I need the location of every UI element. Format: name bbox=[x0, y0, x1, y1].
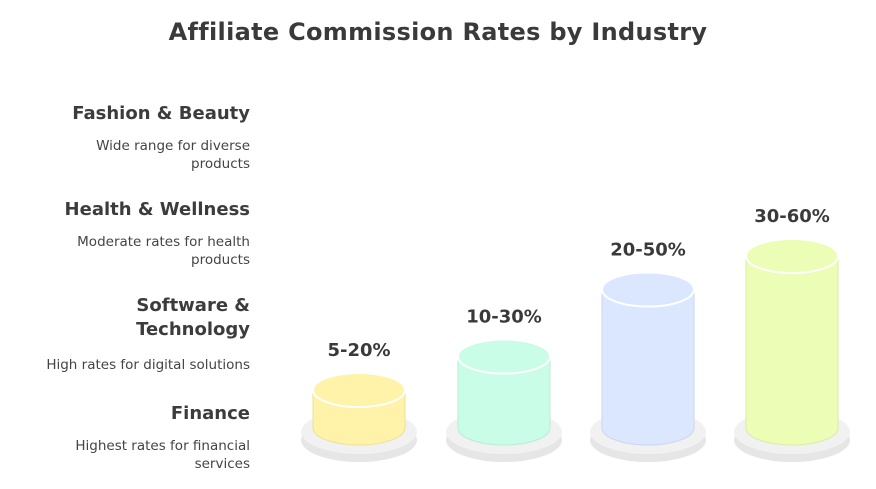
bar-body bbox=[745, 255, 839, 446]
bar-value-label: 5-20% bbox=[327, 340, 390, 361]
industry-desc-software: High rates for digital solutions bbox=[46, 357, 250, 373]
diagram-title: Affiliate Commission Rates by Industry bbox=[168, 18, 708, 46]
bar-top bbox=[457, 338, 551, 375]
industry-name-health: Health & Wellness bbox=[64, 199, 250, 220]
bar-2: 10-30% bbox=[446, 307, 562, 462]
industry-name-fashion: Fashion & Beauty bbox=[72, 103, 250, 124]
industry-name-software: Software & Technology bbox=[136, 295, 250, 340]
bar-value-label: 20-50% bbox=[610, 240, 686, 261]
industry-name-finance: Finance bbox=[170, 403, 250, 424]
bar-top bbox=[601, 271, 695, 308]
industry-desc-health: Moderate rates for health products bbox=[77, 234, 250, 268]
bar-3: 20-50% bbox=[590, 240, 706, 462]
industry-desc-fashion: Wide range for diverse products bbox=[96, 138, 250, 172]
bar-top bbox=[312, 372, 406, 408]
bar-body bbox=[457, 356, 551, 446]
bar-body bbox=[601, 289, 695, 446]
bar-4: 30-60% bbox=[734, 206, 850, 462]
bar-1: 5-20% bbox=[301, 340, 417, 462]
bar-top bbox=[745, 238, 839, 274]
bar-value-label: 10-30% bbox=[466, 307, 542, 328]
industry-desc-finance: Highest rates for financial services bbox=[75, 438, 250, 472]
industry-labels: Fashion & Beauty Wide range for diverse … bbox=[0, 0, 250, 489]
bar-value-label: 30-60% bbox=[754, 206, 830, 227]
